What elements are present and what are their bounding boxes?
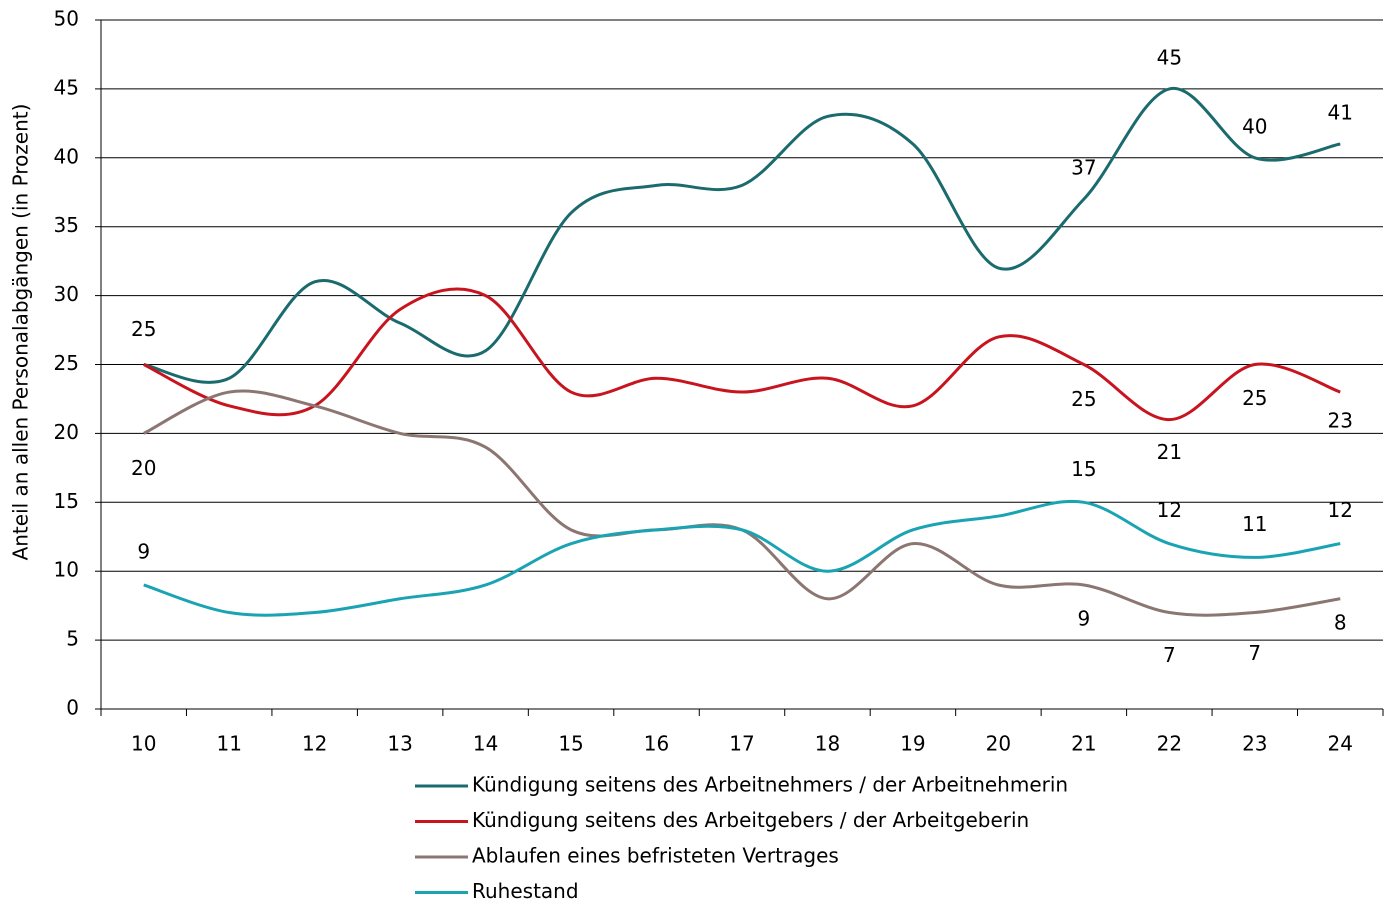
y-tick-label: 0 xyxy=(66,696,79,720)
x-tick-label: 24 xyxy=(1328,732,1353,756)
x-tick-label: 23 xyxy=(1242,732,1267,756)
x-tick-label: 10 xyxy=(131,732,156,756)
data-label: 45 xyxy=(1157,45,1182,69)
y-tick-label: 15 xyxy=(54,489,79,513)
x-tick-label: 20 xyxy=(986,732,1011,756)
data-label: 15 xyxy=(1071,457,1096,481)
y-tick-label: 30 xyxy=(54,282,79,306)
data-label: 37 xyxy=(1071,156,1096,180)
y-tick-label: 25 xyxy=(54,351,79,375)
y-tick-label: 10 xyxy=(54,558,79,582)
data-label: 7 xyxy=(1163,643,1176,667)
y-tick-label: 45 xyxy=(54,75,79,99)
data-label: 9 xyxy=(1077,606,1090,630)
x-tick-label: 16 xyxy=(644,732,669,756)
data-label: 25 xyxy=(1071,387,1096,411)
x-tick-label: 12 xyxy=(302,732,327,756)
legend-label: Ruhestand xyxy=(472,879,579,903)
data-label: 23 xyxy=(1328,409,1353,433)
data-label: 12 xyxy=(1328,498,1353,522)
y-tick-label: 40 xyxy=(54,144,79,168)
y-tick-label: 5 xyxy=(66,627,79,651)
y-tick-label: 35 xyxy=(54,213,79,237)
data-label: 41 xyxy=(1328,101,1353,125)
data-label: 9 xyxy=(137,539,150,563)
data-label: 20 xyxy=(131,456,156,480)
x-tick-label: 15 xyxy=(558,732,583,756)
x-tick-label: 14 xyxy=(473,732,498,756)
line-series xyxy=(143,287,1341,422)
x-tick-label: 13 xyxy=(387,732,412,756)
x-tick-label: 19 xyxy=(900,732,925,756)
line-series xyxy=(143,499,1341,617)
data-label: 21 xyxy=(1157,440,1182,464)
x-tick-label: 22 xyxy=(1157,732,1182,756)
x-tick-label: 21 xyxy=(1071,732,1096,756)
y-tick-label: 20 xyxy=(54,420,79,444)
data-label: 25 xyxy=(1242,386,1267,410)
data-label: 8 xyxy=(1334,610,1347,634)
x-tick-label: 17 xyxy=(729,732,754,756)
data-label: 25 xyxy=(131,317,156,341)
x-tick-label: 18 xyxy=(815,732,840,756)
y-axis-label: Anteil an allen Personalabgängen (in Pro… xyxy=(9,104,33,561)
data-label: 40 xyxy=(1242,114,1267,138)
x-tick-label: 11 xyxy=(216,732,241,756)
data-label: 12 xyxy=(1157,498,1182,522)
legend-label: Kündigung seitens des Arbeitgebers / der… xyxy=(472,808,1029,832)
legend-label: Kündigung seitens des Arbeitnehmers / de… xyxy=(472,773,1068,797)
legend-label: Ablaufen eines befristeten Vertrages xyxy=(472,844,839,868)
line-series xyxy=(143,87,1341,384)
y-tick-label: 50 xyxy=(54,7,79,31)
data-label: 11 xyxy=(1242,512,1267,536)
data-label: 7 xyxy=(1248,641,1261,665)
